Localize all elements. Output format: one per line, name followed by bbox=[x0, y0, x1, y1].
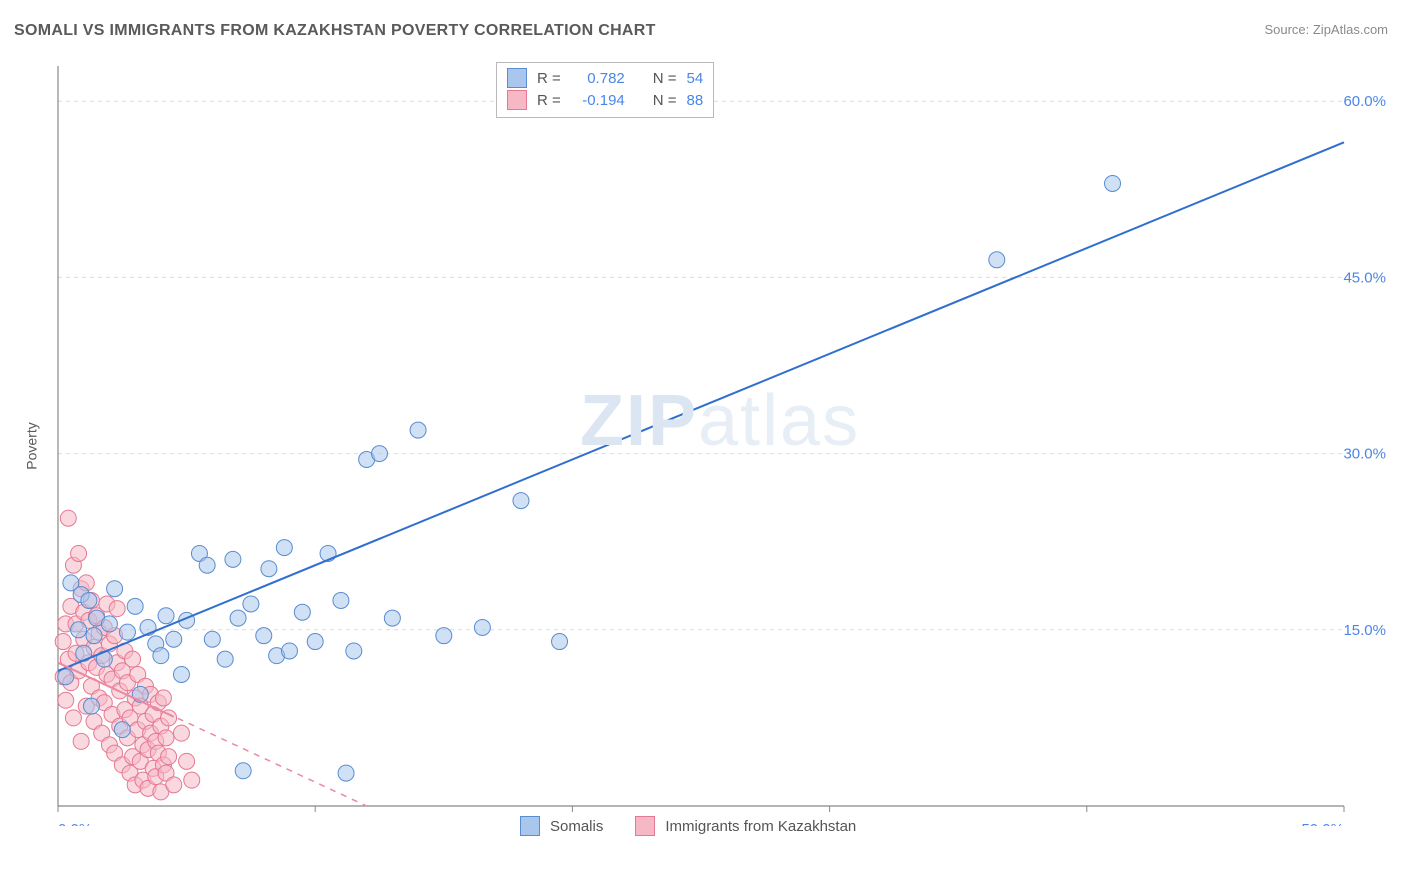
scatter-point-series1 bbox=[173, 666, 189, 682]
scatter-point-series1 bbox=[513, 493, 529, 509]
legend-label: Somalis bbox=[550, 818, 603, 835]
scatter-point-series1 bbox=[166, 631, 182, 647]
scatter-point-series1 bbox=[989, 252, 1005, 268]
scatter-point-series1 bbox=[410, 422, 426, 438]
scatter-point-series2 bbox=[166, 777, 182, 793]
scatter-point-series1 bbox=[235, 763, 251, 779]
scatter-point-series1 bbox=[58, 669, 74, 685]
r-value: 0.782 bbox=[571, 70, 625, 87]
stats-legend-row: R = -0.194 N = 88 bbox=[507, 89, 703, 111]
plot-area: 15.0% 30.0% 45.0% 60.0% 0.0% 50.0% bbox=[48, 56, 1388, 826]
scatter-point-series1 bbox=[436, 628, 452, 644]
scatter-point-series2 bbox=[155, 690, 171, 706]
scatter-point-series1 bbox=[333, 592, 349, 608]
scatter-point-series1 bbox=[261, 561, 277, 577]
scatter-point-series1 bbox=[243, 596, 259, 612]
stats-legend-row: R = 0.782 N = 54 bbox=[507, 67, 703, 89]
y-tick-label: 45.0% bbox=[1343, 269, 1386, 286]
scatter-point-series1 bbox=[1105, 175, 1121, 191]
legend-swatch bbox=[507, 90, 527, 110]
scatter-point-series1 bbox=[552, 634, 568, 650]
scatter-point-series2 bbox=[161, 749, 177, 765]
source-attribution: Source: ZipAtlas.com bbox=[1264, 22, 1388, 37]
stats-legend: R = 0.782 N = 54 R = -0.194 N = 88 bbox=[496, 62, 714, 118]
n-label: N = bbox=[653, 70, 677, 87]
scatter-point-series2 bbox=[55, 634, 71, 650]
scatter-point-series1 bbox=[281, 643, 297, 659]
scatter-point-series1 bbox=[276, 540, 292, 556]
scatter-point-series1 bbox=[107, 581, 123, 597]
r-value: -0.194 bbox=[571, 92, 625, 109]
scatter-point-series1 bbox=[256, 628, 272, 644]
scatter-point-series1 bbox=[153, 648, 169, 664]
scatter-point-series1 bbox=[384, 610, 400, 626]
y-tick-label: 30.0% bbox=[1343, 446, 1386, 463]
scatter-point-series2 bbox=[158, 730, 174, 746]
scatter-point-series1 bbox=[225, 551, 241, 567]
scatter-point-series2 bbox=[184, 772, 200, 788]
legend-swatch bbox=[520, 816, 540, 836]
n-value: 54 bbox=[687, 70, 704, 87]
scatter-point-series2 bbox=[125, 651, 141, 667]
scatter-point-series1 bbox=[71, 622, 87, 638]
y-tick-label: 60.0% bbox=[1343, 93, 1386, 110]
scatter-point-series1 bbox=[81, 592, 97, 608]
scatter-point-series2 bbox=[58, 692, 74, 708]
scatter-point-series1 bbox=[158, 608, 174, 624]
x-tick-label: 50.0% bbox=[1301, 821, 1344, 826]
y-axis-label: Poverty bbox=[24, 422, 40, 469]
scatter-point-series1 bbox=[474, 619, 490, 635]
scatter-point-series1 bbox=[230, 610, 246, 626]
scatter-point-series1 bbox=[294, 604, 310, 620]
y-tick-label: 15.0% bbox=[1343, 622, 1386, 639]
r-label: R = bbox=[537, 70, 561, 87]
scatter-point-series2 bbox=[109, 601, 125, 617]
scatter-point-series2 bbox=[71, 545, 87, 561]
series-legend: Somalis Immigrants from Kazakhstan bbox=[520, 816, 878, 836]
r-label: R = bbox=[537, 92, 561, 109]
scatter-point-series1 bbox=[204, 631, 220, 647]
legend-label: Immigrants from Kazakhstan bbox=[665, 818, 856, 835]
scatter-point-series1 bbox=[199, 557, 215, 573]
scatter-point-series1 bbox=[127, 598, 143, 614]
x-tick-label: 0.0% bbox=[58, 821, 92, 826]
scatter-point-series1 bbox=[346, 643, 362, 659]
scatter-chart-svg: 15.0% 30.0% 45.0% 60.0% 0.0% 50.0% bbox=[48, 56, 1388, 826]
legend-swatch bbox=[507, 68, 527, 88]
scatter-point-series2 bbox=[173, 725, 189, 741]
scatter-point-series1 bbox=[372, 446, 388, 462]
scatter-point-series1 bbox=[114, 722, 130, 738]
scatter-point-series1 bbox=[338, 765, 354, 781]
scatter-point-series2 bbox=[65, 710, 81, 726]
scatter-point-series2 bbox=[179, 753, 195, 769]
scatter-point-series1 bbox=[307, 634, 323, 650]
scatter-point-series1 bbox=[83, 698, 99, 714]
scatter-point-series1 bbox=[217, 651, 233, 667]
scatter-point-series1 bbox=[119, 624, 135, 640]
scatter-point-series1 bbox=[101, 616, 117, 632]
scatter-point-series2 bbox=[60, 510, 76, 526]
scatter-point-series1 bbox=[86, 628, 102, 644]
chart-title: SOMALI VS IMMIGRANTS FROM KAZAKHSTAN POV… bbox=[14, 22, 656, 40]
n-value: 88 bbox=[687, 92, 704, 109]
legend-swatch bbox=[635, 816, 655, 836]
n-label: N = bbox=[653, 92, 677, 109]
scatter-point-series1 bbox=[132, 686, 148, 702]
scatter-point-series2 bbox=[73, 733, 89, 749]
